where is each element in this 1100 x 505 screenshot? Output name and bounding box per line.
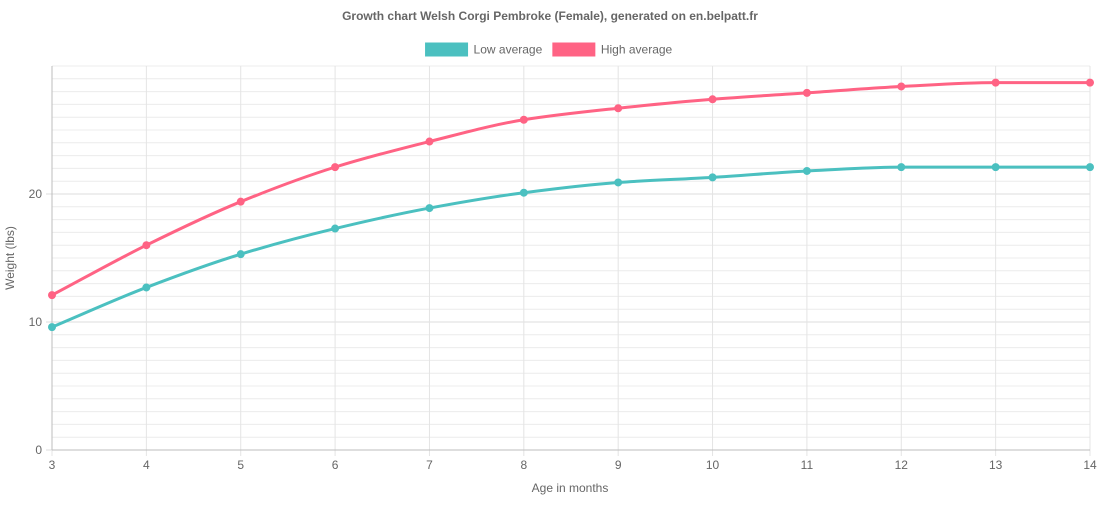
- chart-title: Growth chart Welsh Corgi Pembroke (Femal…: [342, 9, 758, 23]
- grid: [46, 65, 1091, 456]
- series-line: [51, 165, 1090, 329]
- data-point[interactable]: [519, 188, 528, 197]
- data-point[interactable]: [708, 173, 717, 182]
- x-tick-label: 14: [1083, 458, 1097, 472]
- x-tick-label: 6: [332, 458, 339, 472]
- legend-label: Low average: [474, 43, 543, 57]
- legend-item[interactable]: Low average: [425, 42, 543, 57]
- x-tick-label: 3: [49, 458, 56, 472]
- data-point[interactable]: [1086, 78, 1094, 87]
- y-tick-label: 0: [35, 443, 42, 457]
- data-point[interactable]: [802, 88, 811, 97]
- data-point[interactable]: [614, 104, 623, 113]
- series-line: [51, 81, 1090, 297]
- data-point[interactable]: [236, 197, 245, 206]
- y-axis-label: Weight (lbs): [3, 226, 17, 290]
- x-tick-label: 9: [615, 458, 622, 472]
- series-layer: [48, 78, 1094, 332]
- data-point[interactable]: [236, 250, 245, 259]
- x-tick-label: 11: [801, 458, 814, 472]
- x-axis-label: Age in months: [532, 481, 609, 495]
- data-point[interactable]: [142, 241, 151, 250]
- x-tick-label: 8: [520, 458, 527, 472]
- data-point[interactable]: [48, 323, 56, 332]
- data-point[interactable]: [1086, 163, 1094, 172]
- x-tick-label: 12: [895, 458, 909, 472]
- x-tick-label: 4: [143, 458, 150, 472]
- y-tick-label: 20: [29, 187, 43, 201]
- x-tick-label: 13: [989, 458, 1003, 472]
- data-point[interactable]: [991, 163, 1000, 172]
- data-point[interactable]: [802, 166, 811, 175]
- data-point[interactable]: [519, 115, 528, 124]
- data-point[interactable]: [708, 95, 717, 104]
- data-point[interactable]: [331, 224, 340, 233]
- legend-label: High average: [601, 43, 673, 57]
- x-tick-label: 10: [706, 458, 720, 472]
- series-low-average: [48, 163, 1094, 332]
- data-point[interactable]: [142, 283, 151, 292]
- data-point[interactable]: [425, 137, 434, 146]
- legend[interactable]: Low average High average: [425, 42, 673, 57]
- data-point[interactable]: [991, 78, 1000, 87]
- y-tick-label: 10: [29, 315, 43, 329]
- x-tick-label: 7: [426, 458, 433, 472]
- data-point[interactable]: [425, 204, 434, 213]
- legend-swatch: [552, 42, 596, 57]
- axes: 0 10 20 3 4 5 6 7 8 9 10 11 12 13 14: [29, 66, 1097, 472]
- series-high-average: [48, 78, 1094, 300]
- data-point[interactable]: [331, 163, 340, 172]
- data-point[interactable]: [897, 163, 906, 172]
- data-point[interactable]: [48, 291, 56, 300]
- data-point[interactable]: [897, 82, 906, 91]
- data-point[interactable]: [614, 178, 623, 187]
- x-tick-label: 5: [237, 458, 244, 472]
- legend-swatch: [425, 42, 469, 57]
- legend-item[interactable]: High average: [552, 42, 673, 57]
